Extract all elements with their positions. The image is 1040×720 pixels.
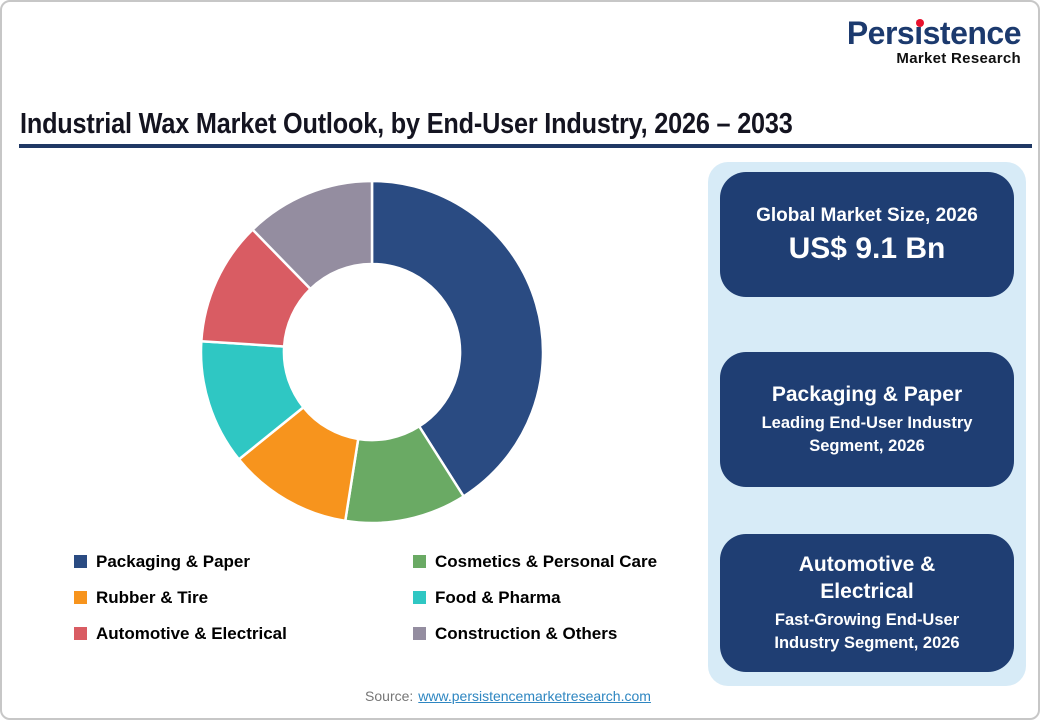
legend-item: Automotive & Electrical bbox=[74, 625, 413, 642]
legend-label: Packaging & Paper bbox=[96, 552, 251, 571]
fast-growing-segment-title: Automotive & Electrical bbox=[798, 553, 936, 604]
market-size-value: US$ 9.1 Bn bbox=[788, 232, 946, 266]
chart-legend: Packaging & Paper Cosmetics & Personal Ca… bbox=[74, 553, 657, 642]
fast-growing-segment-subtitle: Fast-Growing End-User Industry Segment, … bbox=[774, 610, 960, 652]
legend-swatch-icon bbox=[413, 591, 426, 604]
legend-item: Cosmetics & Personal Care bbox=[413, 553, 657, 570]
legend-swatch-icon bbox=[74, 627, 87, 640]
legend-label: Automotive & Electrical bbox=[96, 624, 287, 643]
page-title: Industrial Wax Market Outlook, by End-Us… bbox=[20, 108, 793, 140]
legend-swatch-icon bbox=[413, 627, 426, 640]
title-underline bbox=[19, 144, 1032, 148]
source-line: Source: www.persistencemarketresearch.com bbox=[2, 688, 1014, 704]
legend-item: Food & Pharma bbox=[413, 589, 657, 606]
donut-segment-5 bbox=[251, 179, 374, 291]
leading-segment-subtitle: Leading End-User Industry Segment, 2026 bbox=[761, 413, 973, 455]
market-size-title: Global Market Size, 2026 bbox=[756, 204, 978, 226]
fast-growing-segment-card: Automotive & Electrical Fast-Growing End… bbox=[720, 534, 1014, 672]
leading-segment-card: Packaging & Paper Leading End-User Indus… bbox=[720, 352, 1014, 487]
legend-swatch-icon bbox=[74, 555, 87, 568]
market-size-card: Global Market Size, 2026 US$ 9.1 Bn bbox=[720, 172, 1014, 297]
legend-label: Rubber & Tire bbox=[96, 588, 209, 607]
legend-swatch-icon bbox=[74, 591, 87, 604]
donut-segment-0 bbox=[370, 179, 545, 498]
brand-logo: Persistence Market Research bbox=[846, 15, 1022, 67]
legend-label: Food & Pharma bbox=[435, 588, 561, 607]
brand-name: Persistence bbox=[846, 15, 1022, 51]
legend-item: Rubber & Tire bbox=[74, 589, 413, 606]
brand-name-text: Persistence bbox=[846, 15, 1022, 51]
source-label: Source: bbox=[365, 688, 414, 704]
leading-segment-title: Packaging & Paper bbox=[771, 383, 963, 407]
logo-i-dot-icon bbox=[915, 19, 924, 27]
legend-label: Construction & Others bbox=[435, 624, 618, 643]
legend-item: Packaging & Paper bbox=[74, 553, 413, 570]
legend-item: Construction & Others bbox=[413, 625, 657, 642]
legend-swatch-icon bbox=[413, 555, 426, 568]
legend-label: Cosmetics & Personal Care bbox=[435, 552, 658, 571]
source-link[interactable]: www.persistencemarketresearch.com bbox=[418, 688, 651, 704]
highlights-panel: Global Market Size, 2026 US$ 9.1 Bn Pack… bbox=[708, 162, 1026, 686]
donut-chart bbox=[199, 179, 545, 525]
brand-tagline: Market Research bbox=[896, 50, 1021, 67]
